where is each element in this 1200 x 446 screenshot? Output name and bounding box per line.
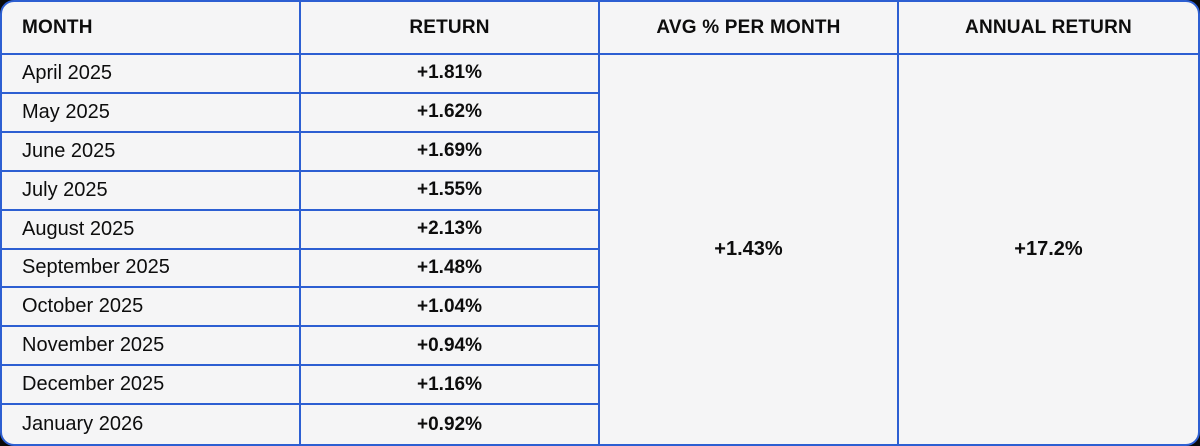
- return-cell: +1.16%: [301, 366, 600, 406]
- column-header-month: MONTH: [2, 2, 301, 55]
- month-cell: April 2025: [2, 55, 301, 94]
- month-cell: January 2026: [2, 405, 301, 444]
- month-cell: October 2025: [2, 288, 301, 328]
- return-cell: +1.48%: [301, 249, 600, 289]
- month-cell: December 2025: [2, 366, 301, 406]
- return-cell: +1.81%: [301, 55, 600, 94]
- column-header-avg-per-month: AVG % PER MONTH: [600, 2, 899, 55]
- annual-return-value: +17.2%: [1014, 238, 1083, 260]
- month-cell: June 2025: [2, 132, 301, 172]
- column-header-return: RETURN: [301, 2, 600, 55]
- month-cell: July 2025: [2, 171, 301, 211]
- month-cell: May 2025: [2, 93, 301, 133]
- month-cell: August 2025: [2, 210, 301, 250]
- avg-per-month-value: +1.43%: [600, 55, 899, 444]
- return-cell: +1.04%: [301, 288, 600, 328]
- return-cell: +0.92%: [301, 405, 600, 444]
- return-cell: +1.55%: [301, 171, 600, 211]
- return-cell: +1.62%: [301, 93, 600, 133]
- return-cell: +1.69%: [301, 132, 600, 172]
- column-header-annual-return: ANNUAL RETURN: [899, 2, 1198, 55]
- return-cell: +2.13%: [301, 210, 600, 250]
- return-cell: +0.94%: [301, 327, 600, 367]
- month-cell: September 2025: [2, 249, 301, 289]
- month-cell: November 2025: [2, 327, 301, 367]
